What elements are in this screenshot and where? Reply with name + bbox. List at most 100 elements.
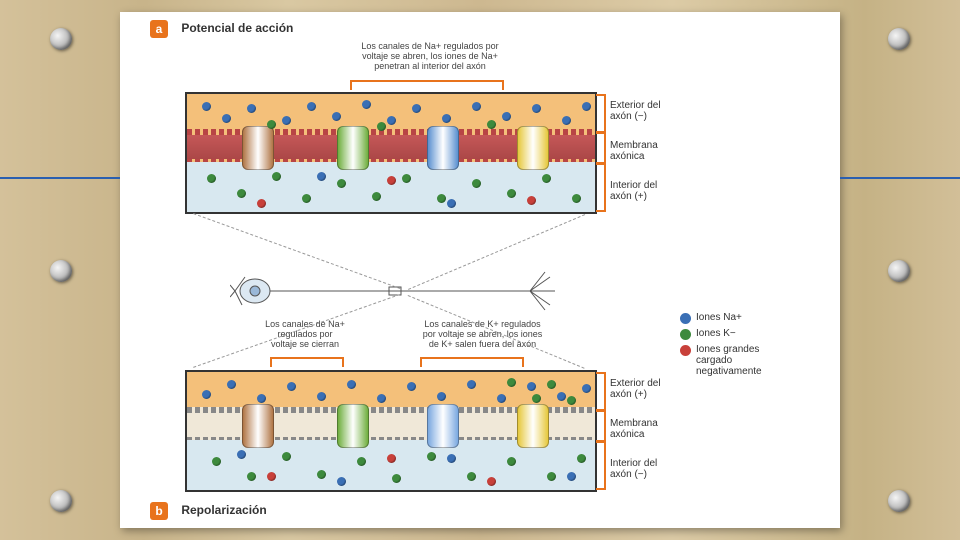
ion-dot bbox=[202, 102, 211, 111]
ion-channel bbox=[427, 404, 459, 448]
ion-channel bbox=[517, 404, 549, 448]
rivet bbox=[50, 490, 72, 512]
ion-dot bbox=[282, 116, 291, 125]
region-label: Exterior delaxón (+) bbox=[610, 378, 700, 400]
ion-dot bbox=[442, 114, 451, 123]
bracket-a-outer bbox=[596, 94, 606, 133]
ion-channel bbox=[427, 126, 459, 170]
bracket-mid-left bbox=[270, 357, 344, 367]
bracket-mid-right bbox=[420, 357, 524, 367]
ion-dot bbox=[332, 112, 341, 121]
ion-dot bbox=[337, 477, 346, 486]
ion-dot bbox=[562, 116, 571, 125]
ion-dot bbox=[532, 394, 541, 403]
badge-b: b bbox=[150, 502, 168, 520]
ion-dot bbox=[582, 384, 591, 393]
title-a-text: Potencial de acción bbox=[181, 21, 293, 35]
ion-dot bbox=[472, 179, 481, 188]
ion-dot bbox=[567, 396, 576, 405]
ion-dot bbox=[467, 472, 476, 481]
ion-dot bbox=[412, 104, 421, 113]
bracket-top bbox=[350, 80, 504, 90]
ion-dot bbox=[507, 378, 516, 387]
caption-mid-right: Los canales de K+ reguladospor voltaje s… bbox=[395, 320, 570, 350]
ion-dot bbox=[212, 457, 221, 466]
ion-dot bbox=[487, 120, 496, 129]
rivet bbox=[50, 28, 72, 50]
ion-dot bbox=[527, 196, 536, 205]
neuron-drawing bbox=[230, 267, 560, 315]
ion-dot bbox=[402, 174, 411, 183]
region-label: Exterior delaxón (−) bbox=[610, 100, 700, 122]
rivet bbox=[50, 260, 72, 282]
legend-dot bbox=[680, 329, 691, 340]
ion-dot bbox=[267, 472, 276, 481]
legend-row: Iones K− bbox=[680, 328, 830, 340]
ion-dot bbox=[372, 192, 381, 201]
ion-dot bbox=[407, 382, 416, 391]
ion-dot bbox=[572, 194, 581, 203]
ion-dot bbox=[507, 457, 516, 466]
ion-dot bbox=[557, 392, 566, 401]
ion-dot bbox=[257, 199, 266, 208]
ion-dot bbox=[227, 380, 236, 389]
ion-dot bbox=[317, 470, 326, 479]
legend-label: Iones Na+ bbox=[696, 312, 742, 323]
panel-a-membrane bbox=[185, 92, 597, 214]
ion-dot bbox=[437, 194, 446, 203]
ion-dot bbox=[377, 122, 386, 131]
legend-label: Iones K− bbox=[696, 328, 736, 339]
ion-dot bbox=[567, 472, 576, 481]
bracket-a-inner bbox=[596, 163, 606, 212]
ion-dot bbox=[267, 120, 276, 129]
h-line bbox=[840, 177, 960, 179]
ion-dot bbox=[317, 172, 326, 181]
ion-dot bbox=[362, 100, 371, 109]
ion-dot bbox=[502, 112, 511, 121]
caption-mid-left: Los canales de Na+regulados porvoltaje s… bbox=[240, 320, 370, 350]
ion-dot bbox=[527, 382, 536, 391]
ion-dot bbox=[222, 114, 231, 123]
ion-dot bbox=[507, 189, 516, 198]
rivet bbox=[888, 490, 910, 512]
h-line bbox=[0, 177, 120, 179]
ion-dot bbox=[387, 454, 396, 463]
rivet bbox=[888, 28, 910, 50]
title-b-row: b Repolarización bbox=[150, 502, 267, 520]
rivet bbox=[888, 260, 910, 282]
title-b-text: Repolarización bbox=[181, 503, 266, 517]
legend-dot bbox=[680, 345, 691, 356]
ion-dot bbox=[337, 179, 346, 188]
ion-dot bbox=[247, 472, 256, 481]
ion-dot bbox=[582, 102, 591, 111]
ion-dot bbox=[427, 452, 436, 461]
legend-label: Iones grandescargadonegativamente bbox=[696, 344, 762, 377]
ion-channel bbox=[337, 126, 369, 170]
ion-dot bbox=[467, 380, 476, 389]
ion-dot bbox=[387, 176, 396, 185]
legend-dot bbox=[680, 313, 691, 324]
bracket-b-mem bbox=[596, 410, 606, 442]
region-label: Membranaaxónica bbox=[610, 418, 700, 440]
ion-dot bbox=[302, 194, 311, 203]
ion-dot bbox=[237, 189, 246, 198]
slide-card: a Potencial de acción Los canales de Na+… bbox=[120, 12, 840, 528]
ion-dot bbox=[447, 199, 456, 208]
ion-dot bbox=[257, 394, 266, 403]
ion-dot bbox=[447, 454, 456, 463]
ion-dot bbox=[237, 450, 246, 459]
ion-dot bbox=[287, 382, 296, 391]
ion-dot bbox=[272, 172, 281, 181]
ion-channel bbox=[242, 404, 274, 448]
badge-a: a bbox=[150, 20, 168, 38]
bracket-b-outer bbox=[596, 372, 606, 411]
ion-dot bbox=[577, 454, 586, 463]
bracket-b-inner bbox=[596, 441, 606, 490]
ion-dot bbox=[377, 394, 386, 403]
region-label: Membranaaxónica bbox=[610, 140, 700, 162]
legend-row: Iones grandescargadonegativamente bbox=[680, 344, 830, 377]
ion-dot bbox=[282, 452, 291, 461]
legend-row: Iones Na+ bbox=[680, 312, 830, 324]
ion-channel bbox=[517, 126, 549, 170]
ion-dot bbox=[487, 477, 496, 486]
